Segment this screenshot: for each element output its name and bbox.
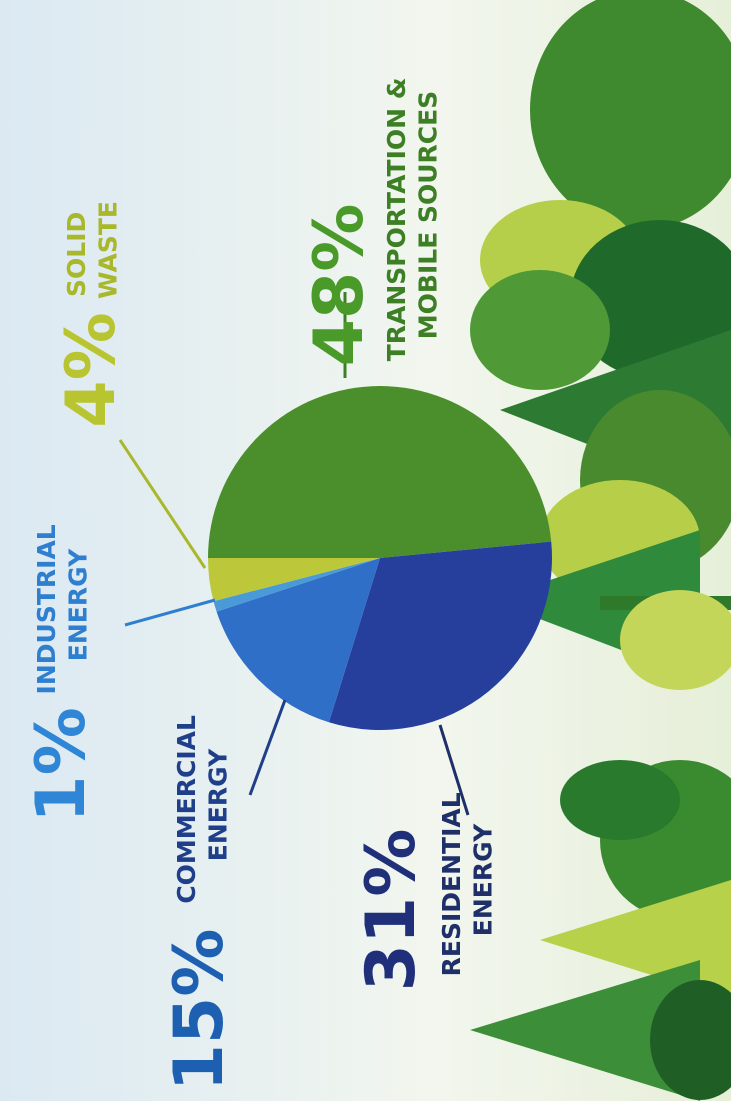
value-label: 15% [160,929,239,1092]
category-label: INDUSTRIAL ENERGY [32,516,92,695]
value-label: 1% [22,707,101,822]
category-label: SOLID WASTE [62,201,122,299]
value-label: 48% [300,204,379,367]
value-label: 4% [52,312,131,427]
pie-slice [216,558,380,723]
value-label: 31% [352,829,431,992]
leader-line [438,724,470,816]
leader-line [248,699,287,796]
pie-slice [213,558,380,612]
pie-slice [208,558,380,602]
trees [470,0,731,1101]
leader-line [118,439,207,569]
pie-slice [208,385,552,558]
leader-line [124,598,216,627]
pie-slice [328,541,552,730]
category-label: TRANSPORTATION & MOBILE SOURCES [382,69,442,362]
category-label: COMMERCIAL ENERGY [172,706,232,903]
category-label: RESIDENTIAL ENERGY [437,784,497,977]
